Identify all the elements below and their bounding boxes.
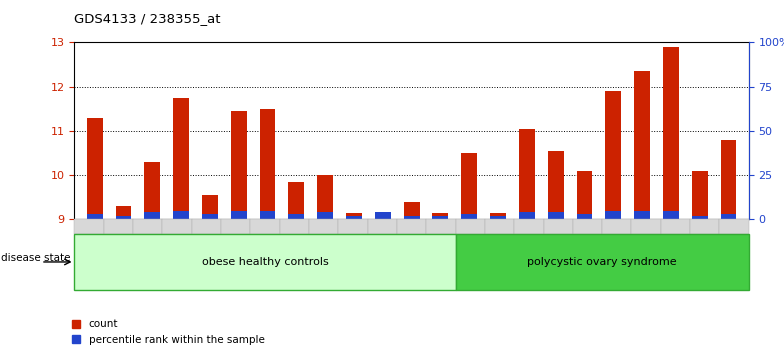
Bar [375,212,390,219]
Bar [634,211,650,219]
Bar [289,182,304,219]
Text: polycystic ovary syndrome: polycystic ovary syndrome [528,257,677,267]
Bar [173,211,189,219]
Bar [230,111,247,219]
Bar [519,129,535,219]
Bar [461,214,477,219]
Bar [289,214,304,219]
Bar [576,171,593,219]
Bar [691,216,708,219]
Bar [318,175,333,219]
Bar [375,213,390,219]
Bar [519,212,535,219]
Bar [548,151,564,219]
Bar [115,216,132,219]
Bar [144,212,160,219]
Bar [404,216,419,219]
Text: disease state: disease state [1,253,71,263]
Bar [663,211,679,219]
Bar [260,211,275,219]
Bar [720,140,736,219]
Bar [461,153,477,219]
Bar [230,211,247,219]
Bar [202,195,218,219]
Bar [490,216,506,219]
Bar [115,206,132,219]
Bar [634,71,650,219]
Bar [548,212,564,219]
Bar [490,213,506,219]
Bar [433,213,448,219]
Bar [318,212,333,219]
Bar [691,171,708,219]
Legend: count, percentile rank within the sample: count, percentile rank within the sample [68,315,269,349]
Bar [663,47,679,219]
Bar [605,91,621,219]
Bar [433,216,448,219]
Text: obese healthy controls: obese healthy controls [201,257,328,267]
Bar [87,214,103,219]
Bar [576,214,593,219]
Bar [202,214,218,219]
Text: GDS4133 / 238355_at: GDS4133 / 238355_at [74,12,221,25]
Bar [260,109,275,219]
Bar [346,216,362,219]
Bar [87,118,103,219]
Bar [144,162,160,219]
Bar [720,214,736,219]
Bar [404,202,419,219]
Bar [605,211,621,219]
Bar [173,98,189,219]
Bar [346,213,362,219]
